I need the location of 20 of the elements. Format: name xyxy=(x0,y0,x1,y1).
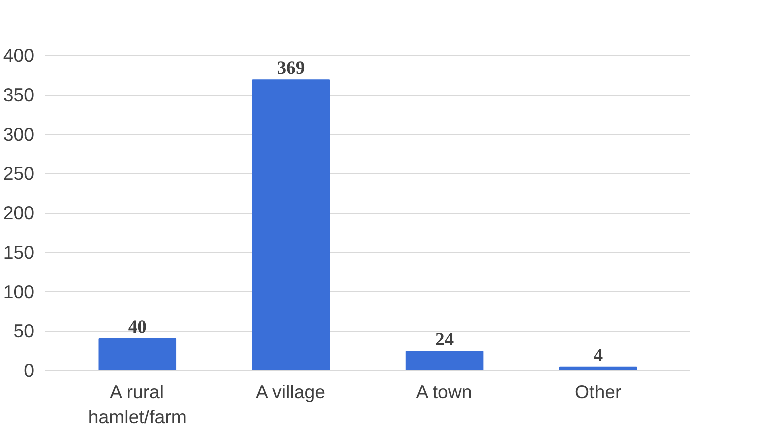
data-label: 40 xyxy=(128,317,147,338)
y-tick-label: 0 xyxy=(24,360,35,381)
y-tick-label: 400 xyxy=(3,45,35,66)
y-tick-label: 250 xyxy=(3,163,35,184)
y-tick-label: 100 xyxy=(3,281,35,302)
x-tick-label: A rural hamlet/farm xyxy=(88,382,187,428)
y-tick-label: 50 xyxy=(14,320,35,342)
data-label: 24 xyxy=(435,330,454,351)
data-label: 369 xyxy=(277,58,306,80)
bar xyxy=(406,351,484,370)
y-tick-label: 300 xyxy=(3,124,35,145)
bar xyxy=(98,338,177,370)
y-tick-label: 200 xyxy=(3,202,35,224)
y-tick-label: 150 xyxy=(3,242,35,263)
bar xyxy=(252,80,330,370)
y-tick-label: 350 xyxy=(3,84,35,106)
data-label: 4 xyxy=(594,345,604,366)
x-tick-label: Other xyxy=(575,382,622,402)
x-tick-label: A village xyxy=(256,382,326,402)
x-tick-label: A town xyxy=(416,382,472,402)
